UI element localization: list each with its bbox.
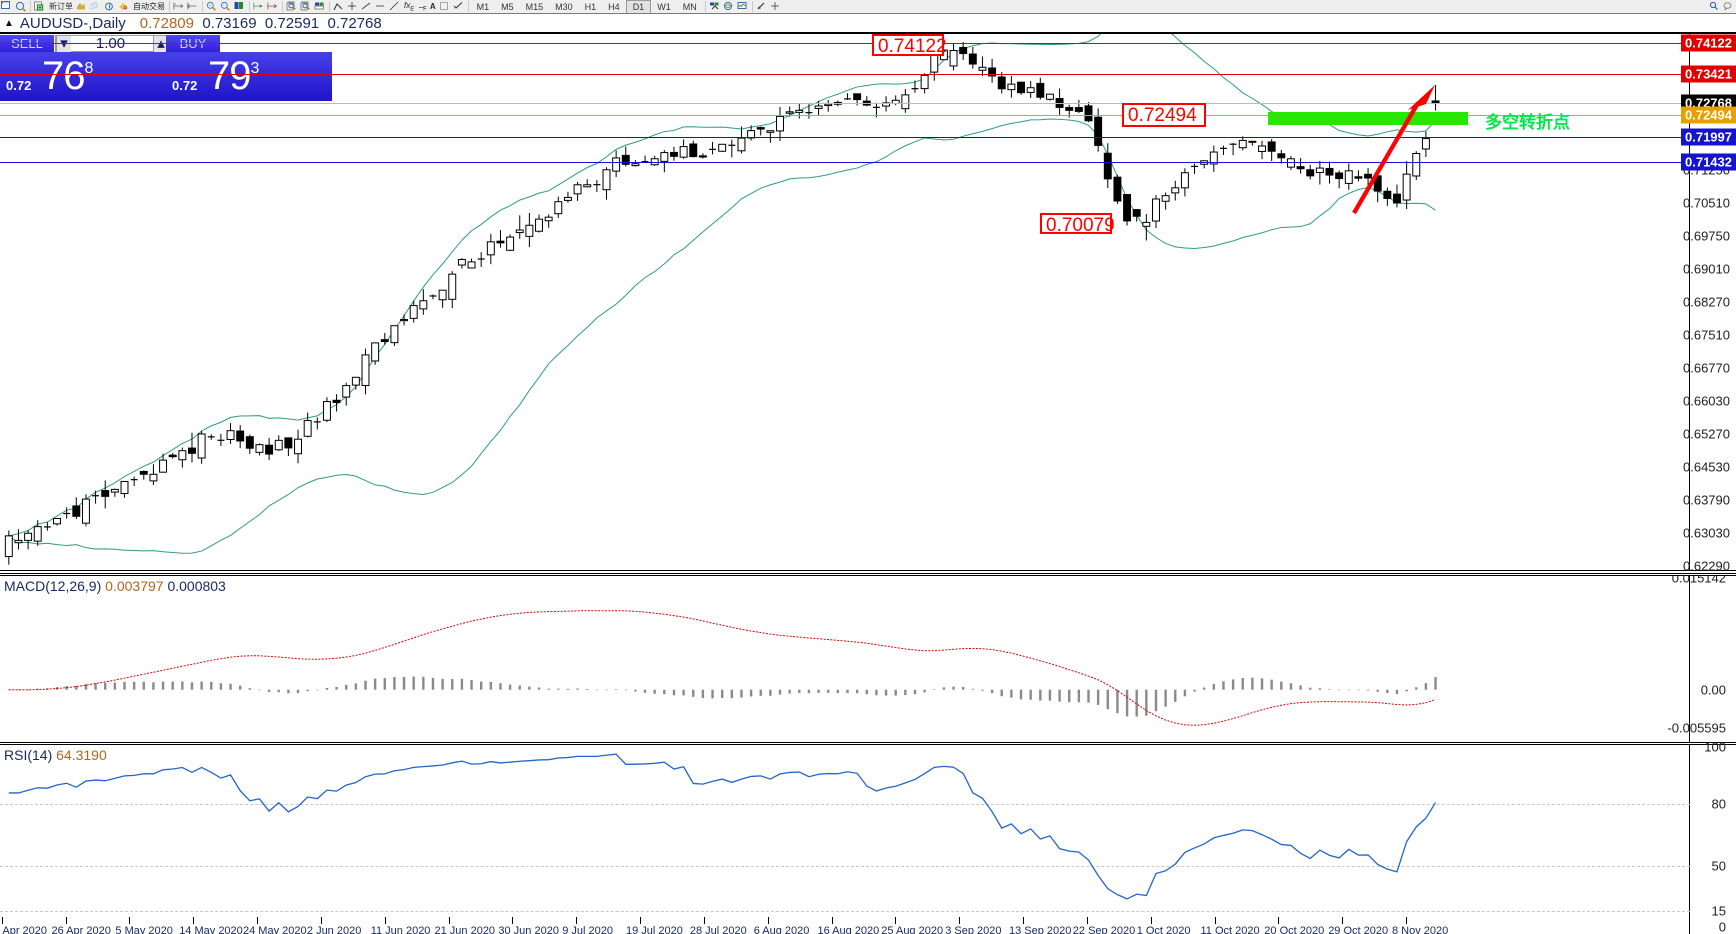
svg-text:1: 1 (175, 2, 177, 6)
